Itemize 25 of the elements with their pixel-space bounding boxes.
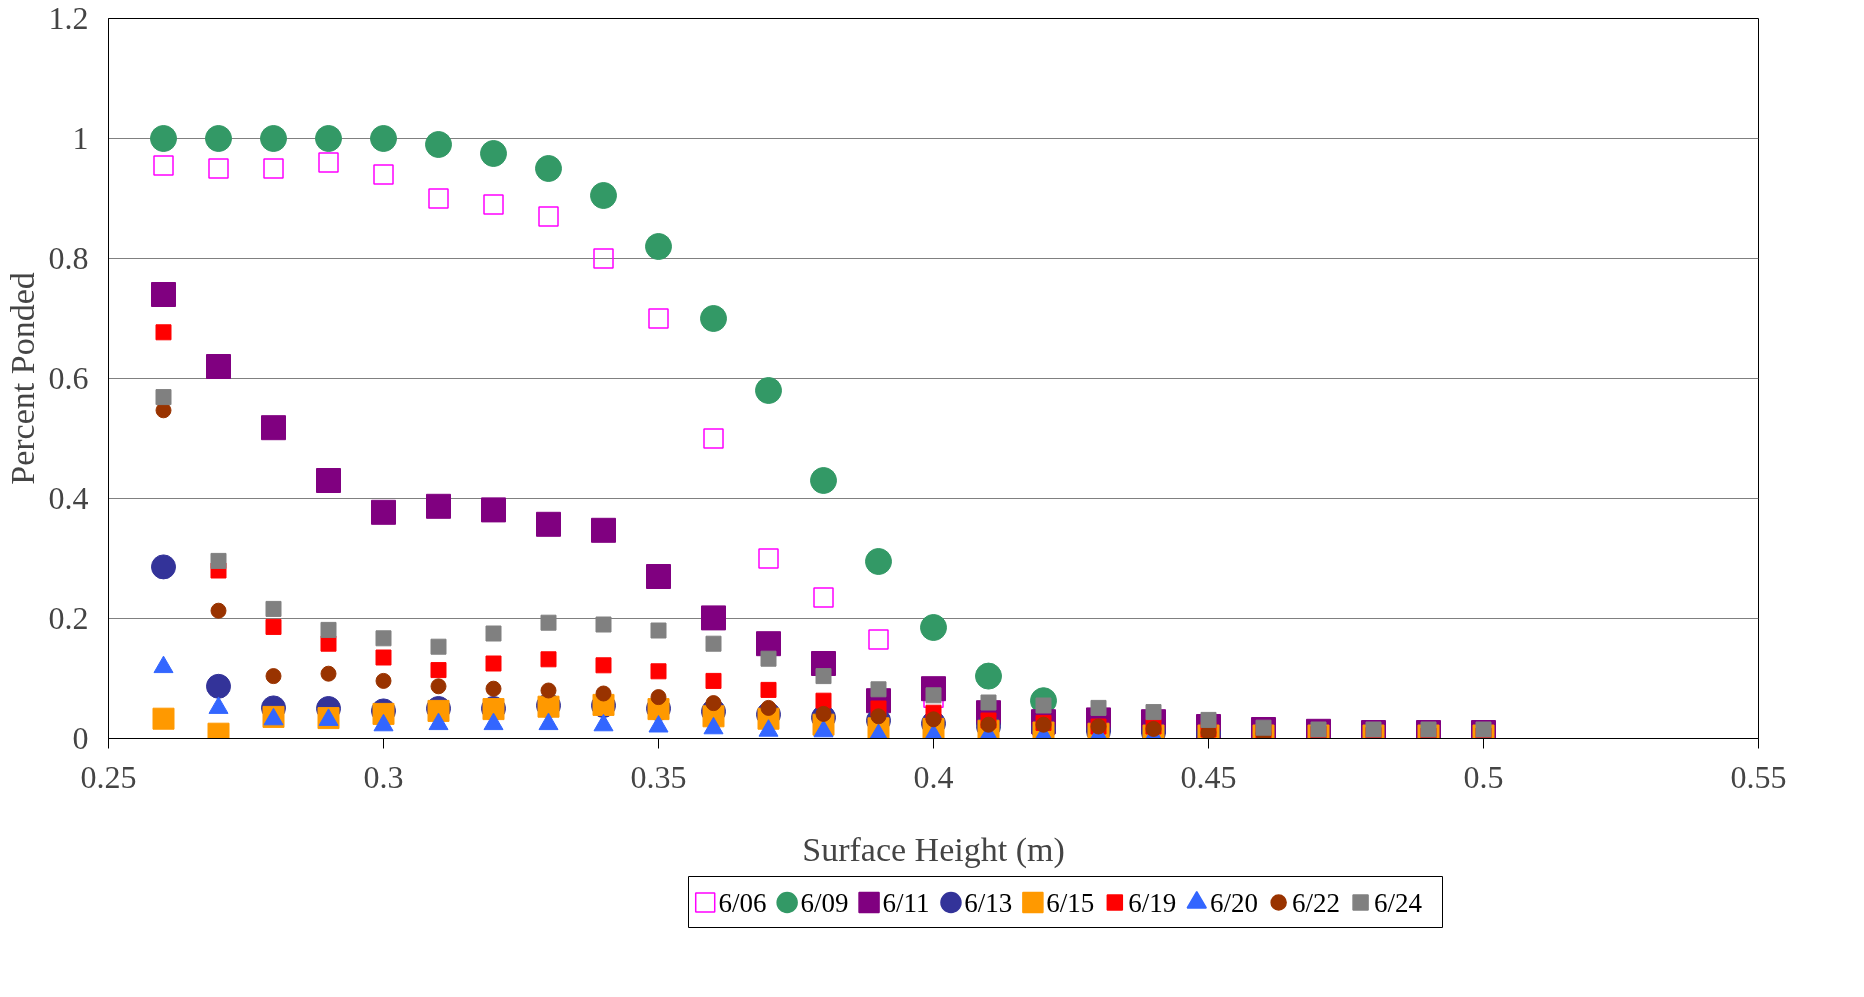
y-axis-title: Percent Ponded: [3, 272, 41, 485]
y-tick-label: 0.6: [48, 360, 89, 396]
legend-label: 6/06: [718, 887, 767, 918]
legend-label: 6/09: [800, 887, 849, 918]
x-tick-label: 0.4: [913, 758, 954, 795]
x-tick-label: 0.3: [363, 758, 404, 795]
legend-label: 6/19: [1128, 887, 1177, 918]
x-tick-label: 0.35: [630, 758, 687, 795]
legend-label: 6/13: [964, 887, 1013, 918]
legend-label: 6/22: [1292, 887, 1341, 918]
y-tick-label: 1: [72, 120, 89, 156]
legend-label: 6/24: [1373, 887, 1423, 918]
x-tick-label: 0.55: [1730, 758, 1787, 795]
x-tick-label: 0.25: [80, 758, 137, 795]
y-tick-label: 1.2: [48, 0, 89, 36]
y-tick-label: 0.2: [48, 600, 89, 636]
y-tick-label: 0: [72, 720, 89, 756]
y-tick-label: 0.8: [48, 240, 89, 276]
legend-label: 6/11: [882, 887, 930, 918]
y-tick-label: 0.4: [48, 480, 89, 516]
x-tick-label: 0.5: [1463, 758, 1504, 795]
legend-label: 6/20: [1210, 887, 1259, 918]
legend-label: 6/15: [1046, 887, 1095, 918]
x-tick-label: 0.45: [1180, 758, 1237, 795]
x-axis-title: Surface Height (m): [802, 830, 1065, 869]
